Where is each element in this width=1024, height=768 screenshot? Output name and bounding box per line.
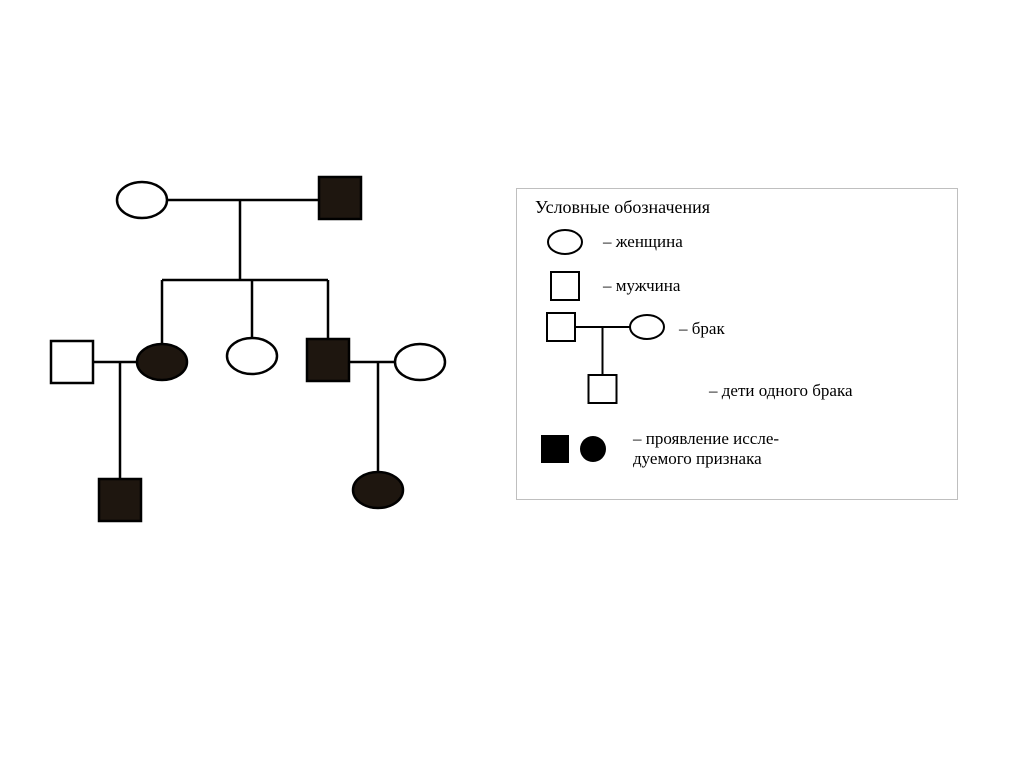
legend-row-affected: – проявление иссле- дуемого признака bbox=[539, 429, 779, 469]
legend-male-icon bbox=[545, 269, 585, 303]
legend-children-label: – дети одного брака bbox=[709, 381, 853, 401]
legend-box: Условные обозначения – женщина – мужчина… bbox=[516, 188, 958, 500]
legend-row-female: – женщина bbox=[545, 227, 683, 257]
legend-male-label: – мужчина bbox=[603, 276, 680, 296]
legend-affected-icon bbox=[539, 431, 619, 467]
legend-female-icon bbox=[545, 227, 585, 257]
legend-affected-label-1: – проявление иссле- bbox=[633, 429, 779, 449]
legend-affected-label-2: дуемого признака bbox=[633, 449, 779, 469]
legend-title: Условные обозначения bbox=[535, 197, 710, 218]
legend-marriage-label: – брак bbox=[679, 319, 725, 339]
legend-row-male: – мужчина bbox=[545, 269, 680, 303]
legend-female-label: – женщина bbox=[603, 232, 683, 252]
